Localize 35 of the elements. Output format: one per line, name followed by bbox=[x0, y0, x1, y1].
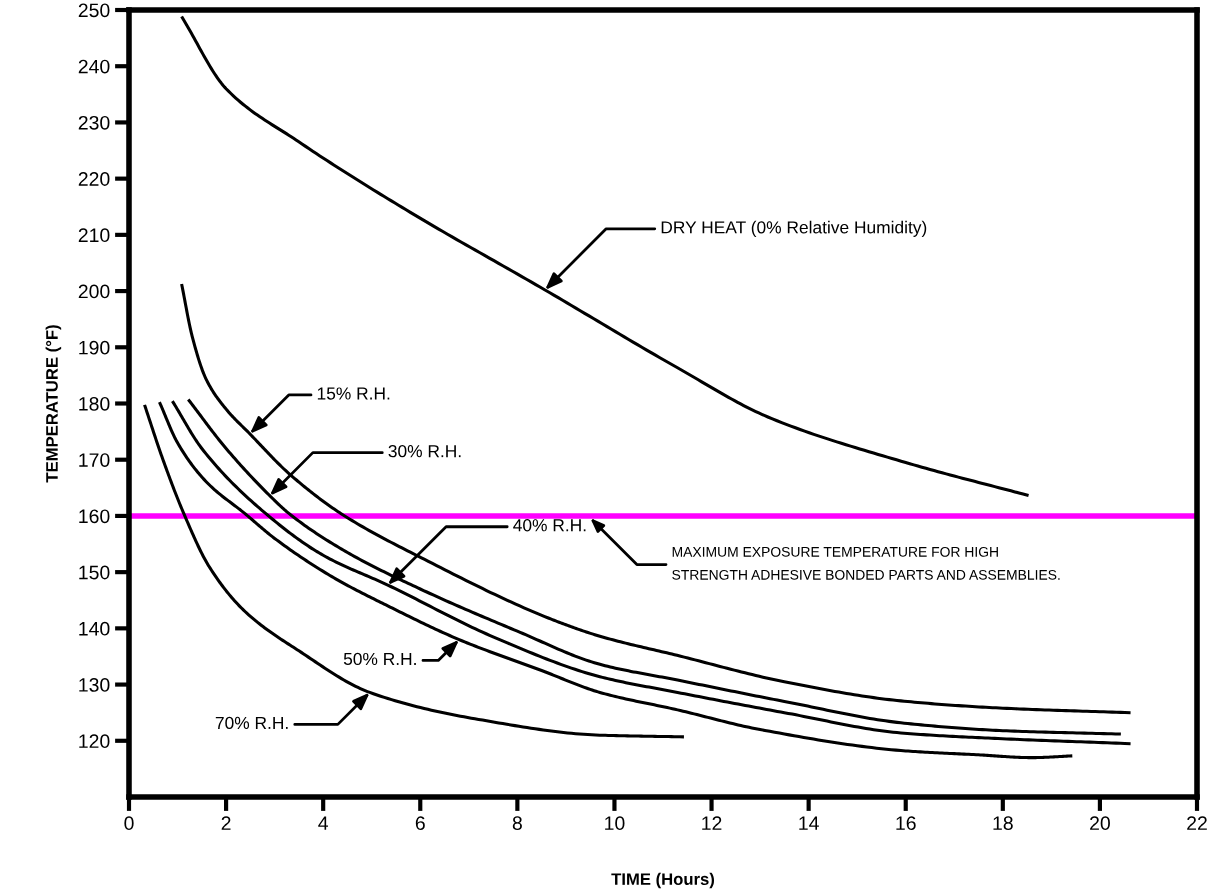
y-tick-label: 220 bbox=[78, 172, 110, 186]
annotation: 50% R.H. bbox=[343, 652, 416, 666]
y-tick-label: 230 bbox=[78, 115, 110, 130]
y-tick-label: 130 bbox=[79, 678, 110, 692]
x-tick-label: 6 bbox=[415, 816, 425, 831]
x-tick-label: 14 bbox=[799, 816, 819, 830]
x-tick-label: 16 bbox=[896, 816, 916, 831]
x-tick-label: 10 bbox=[605, 816, 625, 831]
annotation: 40% R.H. bbox=[513, 519, 586, 532]
y-tick-label: 150 bbox=[79, 565, 110, 580]
y-tick-label: 160 bbox=[79, 509, 110, 524]
x-tick-label: 22 bbox=[1187, 816, 1207, 830]
y-tick-label: 180 bbox=[79, 396, 110, 411]
annotation: DRY HEAT (0% Relative Humidity) bbox=[661, 220, 927, 237]
ref-line-label: MAXIMUM EXPOSURE TEMPERATURE FOR HIGH STRENGTH ADHESIVE BONDED PARTS AND ASSEMBLIES. bbox=[672, 546, 1060, 580]
y-tick-label: 250 bbox=[78, 3, 110, 18]
x-tick-label: 18 bbox=[993, 816, 1013, 831]
y-tick-label: 120 bbox=[79, 734, 110, 749]
x-tick-label: 4 bbox=[318, 816, 329, 830]
y-tick-label: 190 bbox=[79, 340, 110, 355]
annotation: 30% R.H. bbox=[388, 445, 461, 458]
annotation: 15% R.H. bbox=[317, 387, 390, 400]
x-tick-label: 8 bbox=[512, 816, 522, 831]
y-tick-label: 140 bbox=[79, 621, 110, 636]
x-tick-label: 2 bbox=[221, 816, 231, 830]
y-tick-label: 210 bbox=[78, 228, 110, 243]
x-axis-title: TIME (Hours) bbox=[611, 872, 715, 889]
y-tick-label: 170 bbox=[79, 453, 110, 467]
x-tick-label: 12 bbox=[702, 816, 722, 830]
y-tick-label: 200 bbox=[78, 284, 110, 299]
x-tick-label: 20 bbox=[1090, 816, 1110, 831]
x-tick-label: 0 bbox=[124, 816, 134, 831]
y-axis-title: TEMPERATURE (°F) bbox=[45, 325, 62, 483]
y-tick-label: 240 bbox=[78, 59, 110, 74]
annotation: 70% R.H. bbox=[215, 716, 288, 730]
